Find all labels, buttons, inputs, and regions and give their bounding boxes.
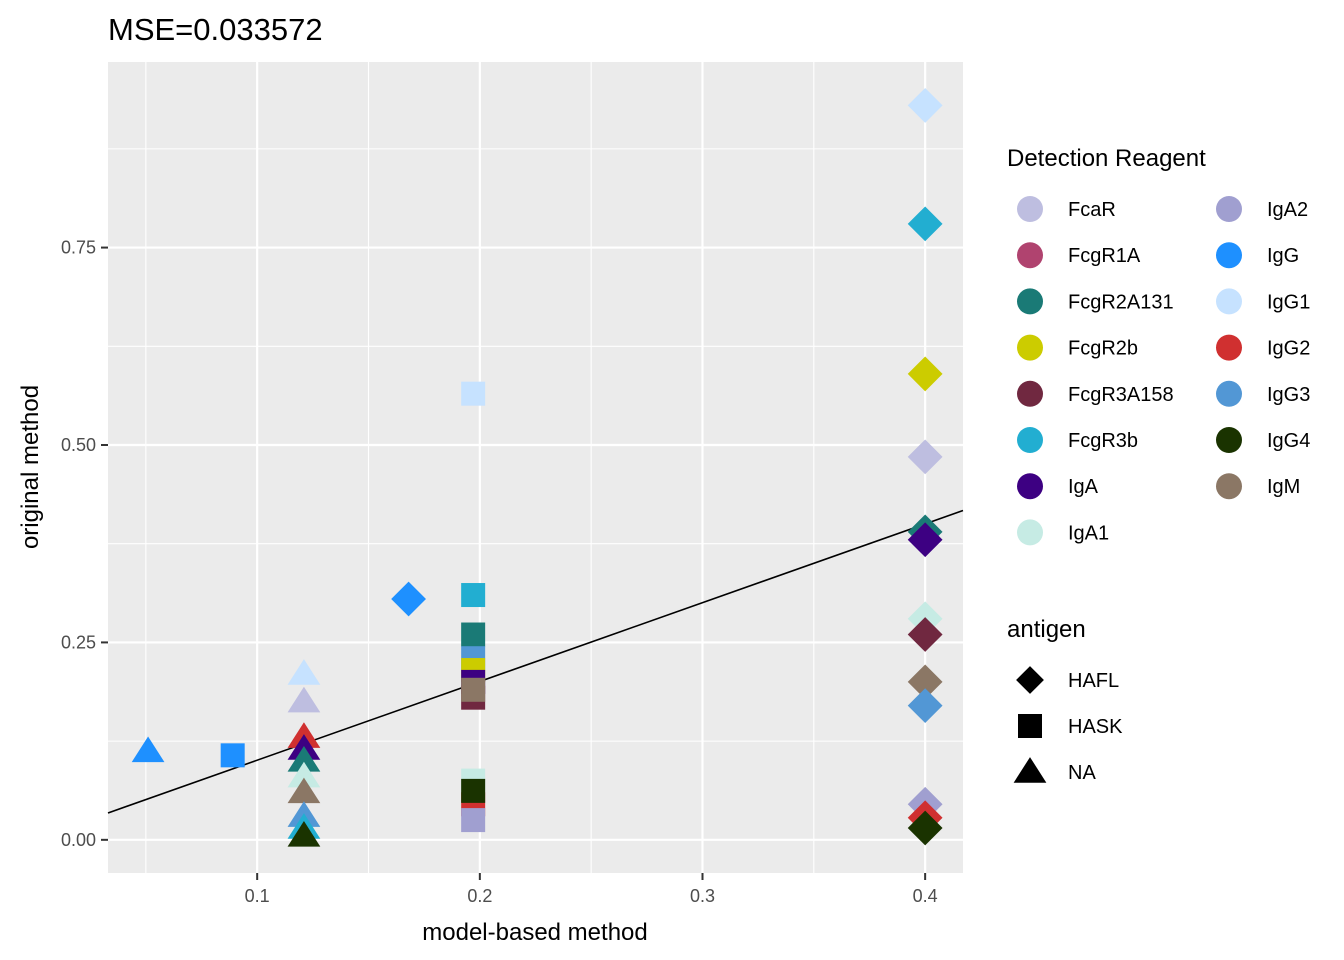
legend-key-swatch xyxy=(1216,427,1242,453)
legend-shape-key xyxy=(1016,666,1044,694)
data-point xyxy=(287,821,321,847)
legend-key-label: FcgR1A xyxy=(1068,245,1141,267)
legend-key-swatch xyxy=(1017,334,1043,361)
legend-detection-reagent: Detection Reagent FcaR FcgR1A FcgR2A131 Fcg… xyxy=(1007,145,1310,546)
data-point xyxy=(907,688,943,723)
data-point xyxy=(131,736,165,763)
legend-key-swatch xyxy=(1216,334,1242,361)
legend-shape-label: NA xyxy=(1068,762,1096,784)
data-point xyxy=(461,778,486,803)
y-axis-title: original method xyxy=(17,385,44,549)
legend-key-label: FcgR3A158 xyxy=(1068,384,1174,406)
data-point xyxy=(461,622,486,647)
data-point xyxy=(287,761,321,788)
legend-key-swatch xyxy=(1017,242,1043,269)
x-tick-label: 0.1 xyxy=(245,886,270,906)
data-point xyxy=(391,581,426,617)
minor-gridlines xyxy=(108,62,963,873)
data-point xyxy=(907,810,943,846)
y-tick-label: 0.25 xyxy=(61,632,96,652)
legend-key-swatch xyxy=(1216,242,1242,269)
x-tick-label: 0.3 xyxy=(690,886,715,906)
fit-line-group xyxy=(107,509,964,814)
data-point xyxy=(907,439,943,475)
chart-title: MSE=0.033572 xyxy=(108,12,323,47)
legend-shape-key xyxy=(1018,714,1042,738)
legend-key-label: FcgR2b xyxy=(1068,338,1138,360)
legend-key-swatch xyxy=(1017,380,1043,407)
legend-shape-label: HAFL xyxy=(1068,670,1119,692)
data-point xyxy=(907,664,943,700)
data-point xyxy=(287,777,321,804)
data-points xyxy=(131,88,943,847)
data-point xyxy=(461,677,486,702)
legend-key-label: IgA1 xyxy=(1068,522,1109,544)
legend-key-swatch xyxy=(1216,473,1242,500)
legend-key-label: IgG3 xyxy=(1267,384,1310,406)
legend-key-swatch xyxy=(1017,473,1043,500)
legend-antigen: antigen HAFL HASK NA xyxy=(1007,616,1123,784)
y-tick-label: 0.00 xyxy=(61,830,96,850)
data-point xyxy=(287,659,321,685)
legend-key-label: FcaR xyxy=(1068,199,1116,221)
data-point xyxy=(907,88,943,123)
legend-key-label: IgA2 xyxy=(1267,199,1308,221)
data-point xyxy=(907,356,943,392)
data-point xyxy=(287,745,321,772)
major-gridlines xyxy=(108,62,963,873)
legend-color-title: Detection Reagent xyxy=(1007,145,1206,172)
legend-key-label: IgG1 xyxy=(1267,291,1310,313)
legend-key-label: IgG4 xyxy=(1267,430,1310,452)
data-point xyxy=(220,743,245,768)
fit-line xyxy=(107,509,964,814)
x-axis-title: model-based method xyxy=(422,919,647,946)
legend-key-swatch xyxy=(1216,288,1242,315)
legend-key-label: IgG xyxy=(1267,245,1299,267)
y-tick-label: 0.75 xyxy=(61,238,96,258)
legend-shape-label: HASK xyxy=(1068,716,1123,738)
legend-key-swatch xyxy=(1017,288,1043,315)
legend-key-label: IgG2 xyxy=(1267,338,1310,360)
data-point xyxy=(287,686,321,713)
legend-key-label: FcgR2A131 xyxy=(1068,291,1174,313)
legend-key-label: FcgR3b xyxy=(1068,430,1138,452)
legend-key-swatch xyxy=(1017,519,1043,546)
data-point xyxy=(907,206,943,242)
data-point xyxy=(461,583,486,608)
legend-key-label: IgA xyxy=(1068,476,1099,498)
data-point xyxy=(461,381,486,406)
legend-key-swatch xyxy=(1216,380,1242,407)
x-axis-ticks: 0.1 0.2 0.3 0.4 xyxy=(245,873,938,906)
y-axis-ticks: 0.00 0.25 0.50 0.75 xyxy=(61,238,108,850)
x-tick-label: 0.4 xyxy=(913,886,938,906)
data-point xyxy=(907,617,943,652)
legend-key-swatch xyxy=(1216,196,1242,222)
legend-key-swatch xyxy=(1017,427,1043,453)
legend-shape-key xyxy=(1013,757,1047,783)
plot-panel xyxy=(108,62,963,873)
legend-key-swatch xyxy=(1017,196,1043,222)
legend-key-label: IgM xyxy=(1267,476,1300,498)
data-point xyxy=(907,522,943,558)
data-point xyxy=(461,808,486,833)
legend-shape-title: antigen xyxy=(1007,616,1086,643)
x-tick-label: 0.2 xyxy=(467,886,492,906)
y-tick-label: 0.50 xyxy=(61,435,96,455)
